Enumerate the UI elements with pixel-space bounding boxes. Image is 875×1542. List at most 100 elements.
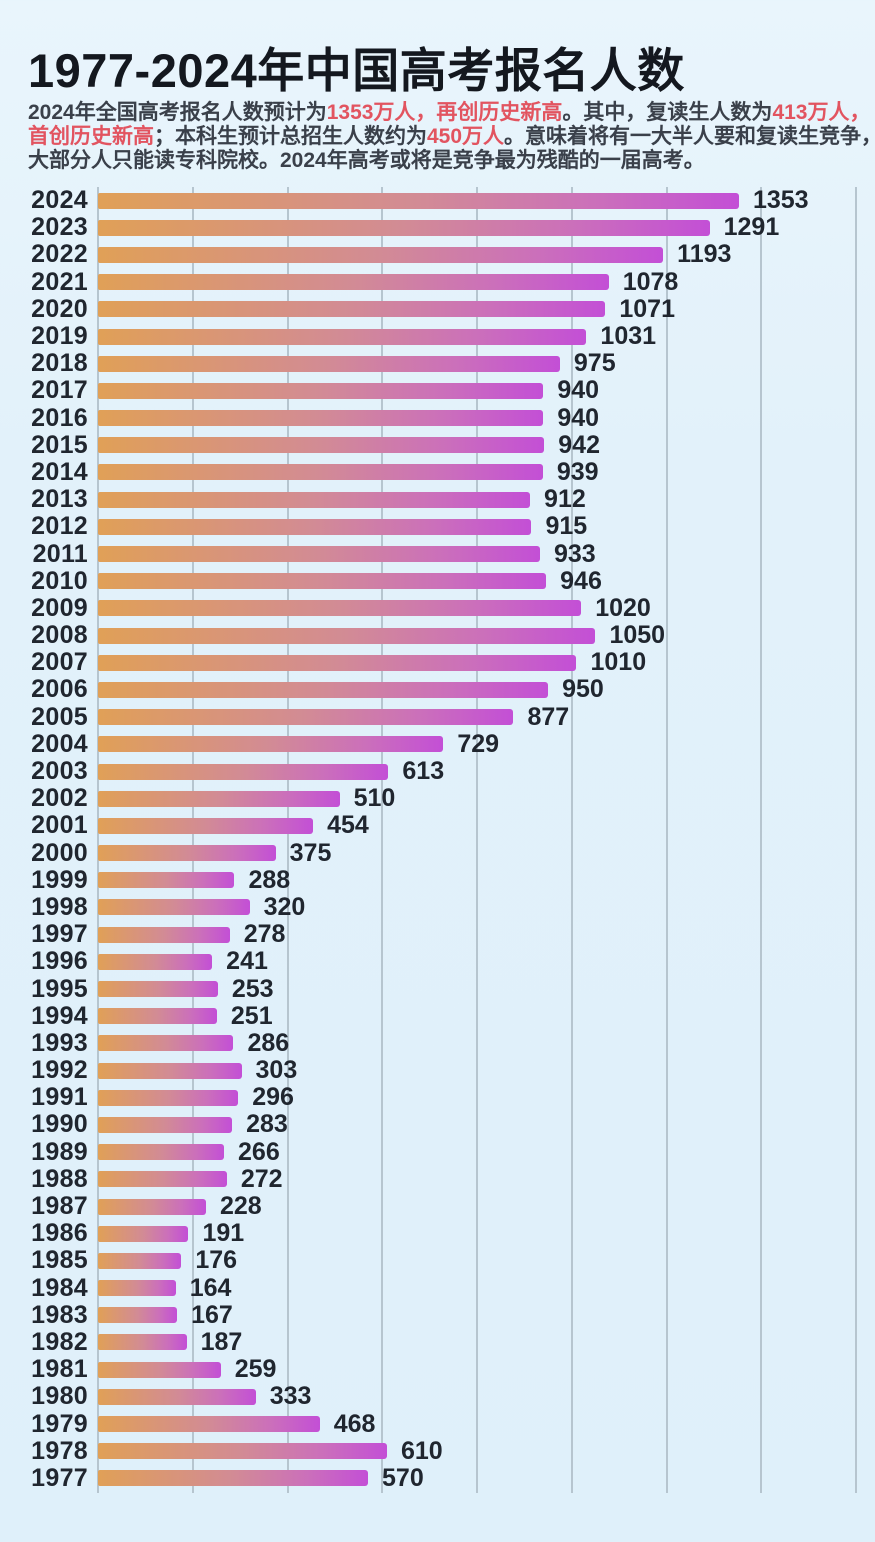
value-label: 272 [240,1164,283,1193]
bar [98,382,544,399]
year-label: 2003 [31,757,88,786]
chart-row: 1977 570 [0,1463,875,1492]
value-label: 251 [230,1001,273,1030]
bar [98,681,549,698]
bar [98,736,444,753]
chart-row: 1995 253 [0,974,875,1003]
chart-row: 2021 1078 [0,267,875,296]
chart-row: 2002 510 [0,784,875,813]
chart-row: 1981 259 [0,1355,875,1384]
year-label: 2023 [31,213,88,242]
year-label: 2017 [31,376,88,405]
year-label: 2012 [31,512,88,541]
chart-row: 1980 333 [0,1382,875,1411]
value-label: 333 [269,1382,312,1411]
page-title: 1977-2024年中国高考报名人数 [28,44,685,97]
value-label: 942 [558,430,600,459]
bar [98,328,587,345]
bar [98,518,532,535]
year-label: 1992 [31,1056,88,1085]
bar [98,981,218,998]
value-label: 729 [457,729,500,758]
value-label: 950 [562,675,604,704]
value-label: 1353 [752,186,809,215]
bar [98,872,235,889]
year-label: 1991 [31,1083,88,1112]
bar [98,355,560,372]
gridline [760,187,763,1493]
year-label: 1981 [31,1355,88,1384]
value-label: 610 [400,1436,443,1465]
chart-row: 1991 296 [0,1083,875,1112]
subtitle-text: 2024年全国高考报名人数预计为1353万人，再创历史新高。其中，复读生人数为4… [28,101,875,173]
year-label: 2008 [31,621,88,650]
chart-row: 1997 278 [0,920,875,949]
chart-row: 1988 272 [0,1164,875,1193]
chart-row: 2008 1050 [0,621,875,650]
bar [98,1416,320,1433]
year-label: 2011 [32,539,88,568]
year-label: 1989 [31,1137,88,1166]
chart-row: 2018 975 [0,349,875,378]
chart-row: 2019 1031 [0,322,875,351]
gridline [286,187,289,1493]
value-label: 283 [246,1110,288,1139]
value-label: 278 [243,920,286,949]
year-label: 2010 [31,566,88,595]
year-label: 2004 [31,729,88,758]
chart-gridlines [0,187,875,1493]
bar [98,573,547,590]
chart-row: 1992 303 [0,1056,875,1085]
value-label: 1020 [595,593,651,622]
year-label: 2018 [31,349,88,378]
value-label: 570 [382,1463,424,1492]
chart-row: 1994 251 [0,1001,875,1030]
chart-row: 2022 1193 [0,240,875,269]
bar [98,219,710,236]
value-label: 939 [556,457,599,486]
gridline [381,187,384,1493]
year-label: 1985 [31,1246,88,1275]
year-label: 1994 [31,1001,88,1030]
chart-row: 2015 942 [0,430,875,459]
value-label: 1050 [609,621,666,650]
year-label: 2013 [31,485,88,514]
bar [98,1470,369,1487]
value-label: 286 [247,1028,290,1057]
value-label: 164 [189,1273,232,1302]
subtitle-line: 首创历史新高；本科生预计总招生人数约为450万人。意味着将有一大半人要和复读生竞… [28,125,875,149]
subtitle-highlight: 450万人 [427,125,505,148]
value-label: 1010 [590,648,647,677]
chart-row: 1985 176 [0,1246,875,1275]
bar [98,709,514,726]
gridline [855,187,857,1493]
year-label: 2001 [31,811,88,840]
value-label: 454 [327,811,369,840]
value-label: 253 [231,974,274,1003]
bar [98,246,664,263]
value-label: 940 [557,403,600,432]
value-label: 303 [255,1056,298,1085]
year-label: 1980 [31,1382,88,1411]
subtitle-highlight: 1353万人，再创历史新高 [326,101,563,124]
bar [98,1062,242,1079]
bar [98,464,543,481]
bar [98,926,230,943]
value-label: 228 [220,1192,262,1221]
bar [98,301,606,318]
value-label: 1031 [600,322,657,351]
value-label: 915 [545,512,588,541]
value-label: 877 [527,702,570,731]
chart-row: 1979 468 [0,1410,875,1438]
bar [98,1008,217,1025]
year-label: 2022 [31,240,88,269]
subtitle-highlight: 413万人， [772,101,871,124]
chart-row: 1998 320 [0,893,875,921]
chart-row: 1983 167 [0,1301,875,1329]
chart-row: 2016 940 [0,403,875,432]
year-label: 2021 [31,267,88,296]
chart-row: 2012 915 [0,512,875,541]
value-label: 510 [353,784,396,813]
subtitle-segment: 。意味着将有一大半人要和复读生竞争， [504,125,875,148]
chart-row: 1989 266 [0,1137,875,1166]
